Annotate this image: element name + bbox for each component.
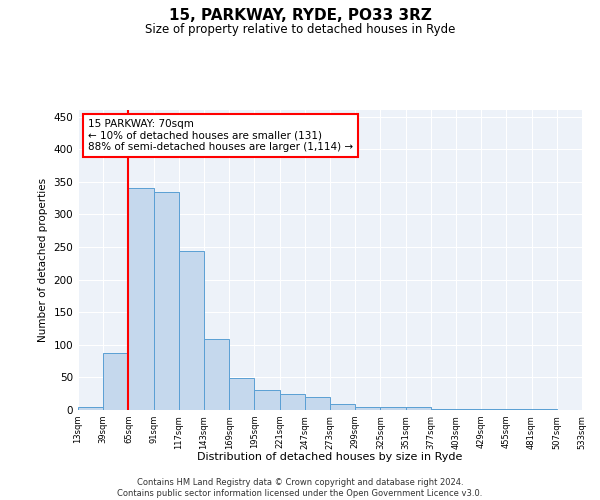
Bar (128, 188, 154, 410)
Bar (280, 394, 305, 410)
Bar (179, 251, 204, 410)
Bar (406, 408, 431, 410)
Text: 15, PARKWAY, RYDE, PO33 3RZ: 15, PARKWAY, RYDE, PO33 3RZ (169, 8, 431, 22)
Bar (229, 378, 254, 410)
Bar (431, 408, 456, 410)
Bar (103, 352, 128, 410)
Text: Distribution of detached houses by size in Ryde: Distribution of detached houses by size … (197, 452, 463, 462)
Bar (305, 397, 330, 410)
Text: Contains HM Land Registry data © Crown copyright and database right 2024.
Contai: Contains HM Land Registry data © Crown c… (118, 478, 482, 498)
Bar (78, 406, 103, 410)
Bar (355, 406, 380, 410)
Text: 15 PARKWAY: 70sqm
← 10% of detached houses are smaller (131)
88% of semi-detache: 15 PARKWAY: 70sqm ← 10% of detached hous… (88, 119, 353, 152)
Bar (254, 390, 280, 410)
Y-axis label: Number of detached properties: Number of detached properties (38, 178, 48, 342)
Bar (380, 408, 406, 410)
Bar (330, 404, 355, 410)
Bar (204, 339, 229, 410)
Bar (154, 192, 179, 410)
Text: Size of property relative to detached houses in Ryde: Size of property relative to detached ho… (145, 22, 455, 36)
